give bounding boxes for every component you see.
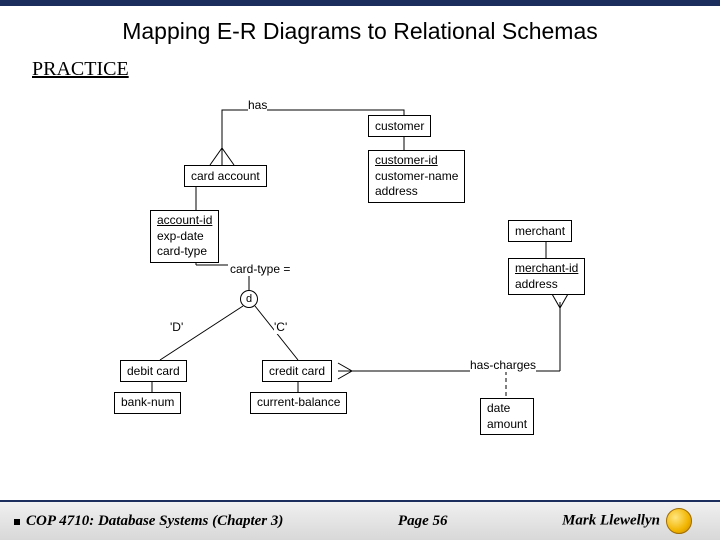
attr: bank-num: [121, 395, 174, 411]
entity-customer: customer: [368, 115, 431, 137]
attr: account-id: [157, 213, 212, 229]
attr: card-type: [157, 244, 212, 260]
subtitle: PRACTICE: [32, 58, 129, 81]
rel-has-label: has: [248, 98, 267, 112]
attr: merchant-id: [515, 261, 578, 277]
ucf-badge-icon: [666, 508, 692, 534]
attr: address: [515, 277, 578, 293]
attr: date: [487, 401, 527, 417]
discriminator-circle: d: [240, 290, 258, 308]
er-diagram: has customer customer-id customer-name a…: [0, 90, 720, 490]
attrs-customer: customer-id customer-name address: [368, 150, 465, 203]
branch-d-label: 'D': [170, 320, 183, 334]
discriminator-label: card-type =: [228, 262, 292, 276]
attr: customer-name: [375, 169, 458, 185]
attr: current-balance: [257, 395, 340, 411]
attrs-debit-card: bank-num: [114, 392, 181, 414]
attrs-merchant: merchant-id address: [508, 258, 585, 295]
attr: address: [375, 184, 458, 200]
entity-credit-card: credit card: [262, 360, 332, 382]
footer-center: Page 56: [398, 513, 448, 530]
footer-left: COP 4710: Database Systems (Chapter 3): [14, 513, 283, 530]
rel-has-charges-label: has-charges: [470, 358, 536, 372]
attr: customer-id: [375, 153, 458, 169]
footer-right: Mark Llewellyn: [562, 508, 692, 534]
entity-debit-card: debit card: [120, 360, 187, 382]
top-bar: [0, 0, 720, 6]
page-title: Mapping E-R Diagrams to Relational Schem…: [0, 18, 720, 45]
connector-lines: [0, 90, 720, 490]
attr: amount: [487, 417, 527, 433]
footer-bar: COP 4710: Database Systems (Chapter 3) P…: [0, 500, 720, 540]
attr: exp-date: [157, 229, 212, 245]
entity-card-account: card account: [184, 165, 267, 187]
attrs-card-account: account-id exp-date card-type: [150, 210, 219, 263]
attrs-charge: date amount: [480, 398, 534, 435]
branch-c-label: 'C': [274, 320, 287, 334]
attrs-credit-card: current-balance: [250, 392, 347, 414]
entity-merchant: merchant: [508, 220, 572, 242]
